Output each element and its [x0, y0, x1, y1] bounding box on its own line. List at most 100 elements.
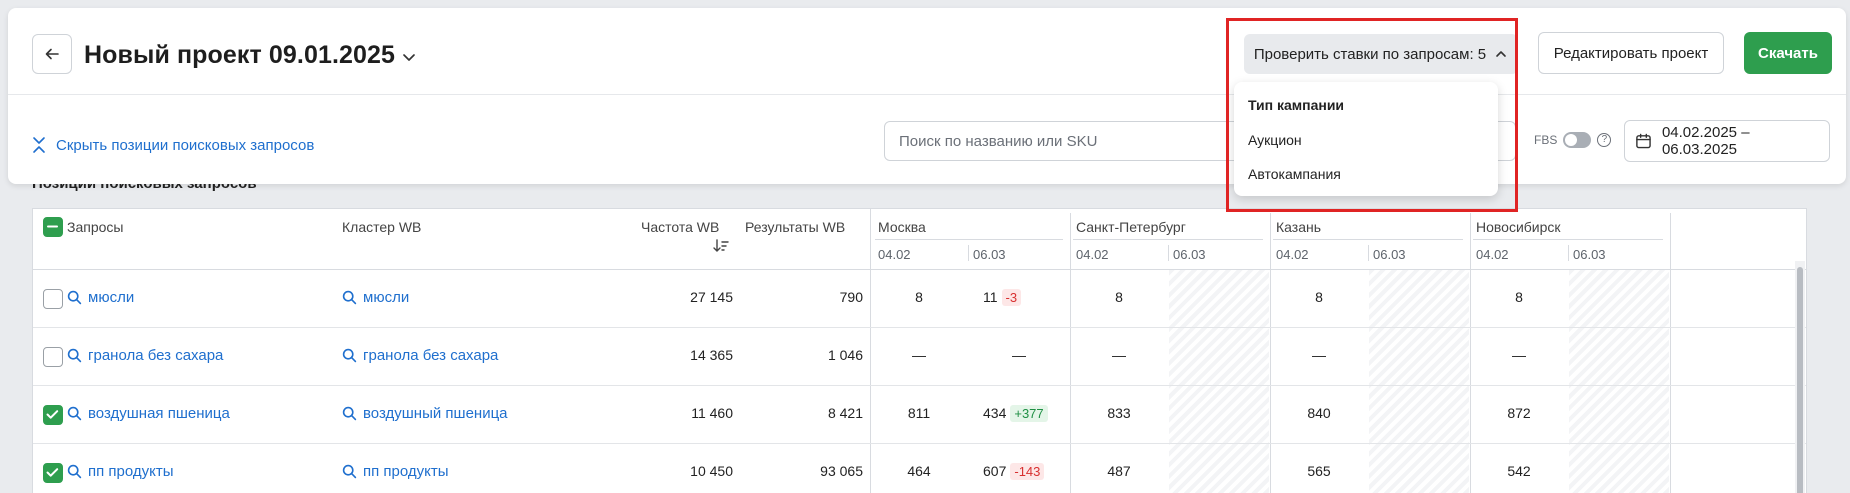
fbs-filter: FBS ?: [1534, 132, 1612, 148]
date-spb-end: 06.03: [1173, 247, 1206, 262]
select-all-checkbox[interactable]: [43, 217, 63, 237]
help-icon[interactable]: ?: [1597, 133, 1612, 147]
city-divider: [1270, 213, 1271, 493]
minus-icon: [47, 225, 58, 228]
header-divider: [8, 94, 1846, 95]
date-moscow-start: 04.02: [878, 247, 911, 262]
subcol-divider: [1568, 245, 1569, 261]
query-text: мюсли: [88, 289, 135, 306]
row-separator: [33, 327, 1806, 328]
spb-start-value: 487: [1107, 463, 1131, 479]
search-icon: [67, 464, 82, 479]
sort-icon[interactable]: [713, 239, 729, 253]
date-range-picker[interactable]: 04.02.2025 – 06.03.2025: [1624, 120, 1830, 162]
spb-start-value: 833: [1107, 405, 1131, 421]
col-cluster: Кластер WB: [342, 219, 422, 235]
delta-badge: -3: [1001, 289, 1022, 306]
row-checkbox[interactable]: [43, 289, 63, 309]
moscow-end-value: —: [1012, 347, 1026, 363]
city-divider: [1070, 213, 1071, 493]
search-icon: [67, 406, 82, 421]
query-link[interactable]: воздушная пшеница: [67, 405, 230, 422]
city-divider: [1470, 213, 1471, 493]
row-separator: [33, 443, 1806, 444]
moscow-start-value: 811: [907, 405, 931, 421]
query-link[interactable]: мюсли: [67, 289, 134, 306]
fbs-toggle[interactable]: [1563, 132, 1592, 148]
date-kazan-start: 04.02: [1276, 247, 1309, 262]
city-moscow: Москва: [878, 219, 926, 235]
search-icon: [67, 290, 82, 305]
date-moscow-end: 06.03: [973, 247, 1006, 262]
city-kazan: Казань: [1276, 219, 1322, 235]
col-queries: Запросы: [67, 219, 124, 235]
checkmark-icon: [46, 410, 59, 419]
query-link[interactable]: пп продукты: [67, 463, 174, 480]
city-novosibirsk: Новосибирск: [1476, 219, 1561, 235]
city-underline: [1073, 239, 1263, 240]
scrollbar-thumb[interactable]: [1797, 267, 1803, 493]
search-icon: [342, 290, 357, 305]
row-checkbox[interactable]: [43, 347, 63, 367]
no-data-hatch: [1169, 270, 1269, 493]
collapse-icon: [33, 137, 45, 153]
header-bottom-line: [33, 269, 1806, 270]
row-checkbox[interactable]: [43, 405, 63, 425]
subcol-divider: [1368, 245, 1369, 261]
dropdown-heading: Тип кампании: [1248, 97, 1345, 113]
subcol-divider: [1168, 245, 1169, 261]
query-text: воздушная пшеница: [88, 405, 230, 422]
no-data-hatch: [1369, 270, 1469, 493]
frequency-value: 14 365: [690, 347, 733, 363]
cluster-link[interactable]: пп продукты: [342, 463, 449, 480]
search-icon: [67, 348, 82, 363]
subcol-divider: [968, 245, 969, 261]
cluster-link[interactable]: гранола без сахара: [342, 347, 498, 364]
city-underline: [1473, 239, 1663, 240]
edit-project-button[interactable]: Редактировать проект: [1538, 32, 1724, 74]
moscow-start-value: —: [912, 347, 926, 363]
moscow-end-value: 607 -143: [983, 463, 1073, 480]
dropdown-item-autocampaign[interactable]: Автокампания: [1248, 166, 1341, 182]
results-value: 790: [839, 289, 863, 305]
kazan-start-value: —: [1312, 347, 1326, 363]
back-button[interactable]: [32, 34, 72, 74]
results-value: 1 046: [827, 347, 863, 363]
cluster-text: пп продукты: [363, 463, 449, 480]
moscow-start-value: 464: [907, 463, 931, 479]
download-button[interactable]: Скачать: [1744, 32, 1832, 74]
dropdown-item-auction[interactable]: Аукцион: [1248, 132, 1302, 148]
check-bids-button[interactable]: Проверить ставки по запросам: 5: [1244, 34, 1518, 74]
date-nsk-start: 04.02: [1476, 247, 1509, 262]
results-value: 8 421: [827, 405, 863, 421]
row-checkbox[interactable]: [43, 463, 63, 483]
col-frequency: Частота WB: [641, 219, 720, 235]
nsk-start-value: 542: [1507, 463, 1531, 479]
nsk-start-value: 872: [1507, 405, 1531, 421]
nsk-start-value: 8: [1515, 289, 1523, 305]
moscow-end-value: 434 +377: [983, 405, 1073, 422]
row-separator: [33, 385, 1806, 386]
col-results: Результаты WB: [745, 219, 846, 235]
fbs-label: FBS: [1534, 133, 1558, 147]
cluster-link[interactable]: воздушный пшеница: [342, 405, 508, 422]
check-bids-label: Проверить ставки по запросам: 5: [1253, 45, 1487, 63]
no-data-hatch: [1569, 270, 1669, 493]
chevron-down-icon[interactable]: [400, 48, 418, 66]
calendar-icon: [1636, 133, 1651, 149]
search-icon: [342, 464, 357, 479]
query-link[interactable]: гранола без сахара: [67, 347, 223, 364]
moscow-end-value: 11 -3: [983, 289, 1073, 306]
hide-positions-toggle[interactable]: Скрыть позиции поисковых запросов: [32, 136, 314, 154]
frequency-value: 27 145: [690, 289, 733, 305]
city-underline: [875, 239, 1063, 240]
header-card: Новый проект 09.01.2025 Проверить ставки…: [8, 8, 1846, 184]
city-divider: [870, 209, 871, 493]
spb-start-value: —: [1112, 347, 1126, 363]
frequency-value: 11 460: [691, 405, 733, 421]
cluster-link[interactable]: мюсли: [342, 289, 409, 306]
cluster-text: мюсли: [363, 289, 410, 306]
vertical-scrollbar[interactable]: [1795, 261, 1805, 493]
delta-badge: +377: [1010, 405, 1048, 422]
